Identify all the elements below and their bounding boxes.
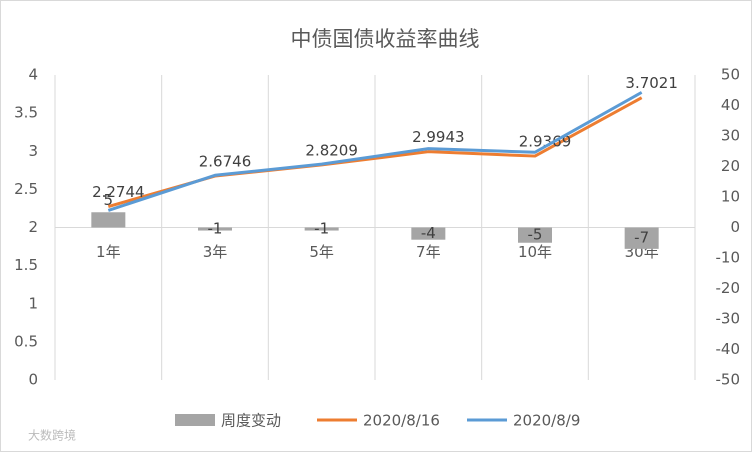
y-tick-label: 4	[28, 66, 38, 84]
y2-tick-label: 50	[721, 66, 740, 84]
y2-tick-label: -50	[716, 371, 741, 389]
y-tick-label: 2	[28, 218, 38, 236]
bar	[304, 227, 339, 231]
data-label: 2.9943	[412, 128, 465, 146]
y2-tick-label: 0	[730, 218, 740, 236]
y2-tick-label: -20	[716, 279, 741, 297]
bar-label: 5	[104, 191, 114, 209]
y2-tick-label: 40	[721, 96, 740, 114]
y-tick-label: 1	[28, 294, 38, 312]
y2-tick-label: 20	[721, 157, 740, 175]
data-label: 3.7021	[625, 74, 678, 92]
bar-label: -1	[314, 220, 329, 238]
data-label: 2.9369	[519, 133, 572, 151]
chart-title: 中债国债收益率曲线	[291, 27, 480, 51]
x-tick-label: 7年	[416, 243, 441, 261]
y-tick-label: 0.5	[14, 332, 38, 350]
watermark: 大数跨境	[28, 428, 76, 443]
x-tick-label: 1年	[96, 243, 121, 261]
data-label: 2.2744	[92, 183, 145, 201]
data-label: 2.6746	[199, 153, 252, 171]
bar-label: -5	[528, 226, 543, 244]
bar	[624, 227, 659, 249]
y-tick-label: 0	[28, 371, 38, 389]
legend-label: 周度变动	[221, 412, 281, 430]
y2-tick-label: -30	[716, 310, 741, 328]
y-tick-label: 1.5	[14, 256, 38, 274]
bar-label: -4	[421, 224, 436, 242]
bar-label: -7	[634, 229, 649, 247]
line	[107, 91, 643, 212]
y2-tick-label: -40	[716, 340, 741, 358]
y2-tick-label: 10	[721, 188, 740, 206]
bar-label: -1	[208, 220, 223, 238]
y2-tick-label: 30	[721, 127, 740, 145]
y-tick-label: 2.5	[14, 180, 38, 198]
y-tick-label: 3	[28, 142, 38, 160]
x-tick-label: 3年	[203, 243, 228, 261]
bar	[198, 227, 232, 231]
legend-label: 2020/8/16	[363, 412, 440, 430]
y-tick-label: 3.5	[14, 104, 38, 122]
y2-tick-label: -10	[716, 249, 741, 267]
data-label: 2.8209	[305, 141, 358, 159]
x-tick-label: 5年	[309, 243, 334, 261]
bar	[518, 227, 552, 243]
legend-label: 2020/8/9	[513, 412, 580, 430]
legend-key	[175, 414, 215, 426]
bar	[411, 227, 446, 240]
bar	[91, 212, 126, 228]
x-tick-label: 10年	[518, 243, 552, 261]
